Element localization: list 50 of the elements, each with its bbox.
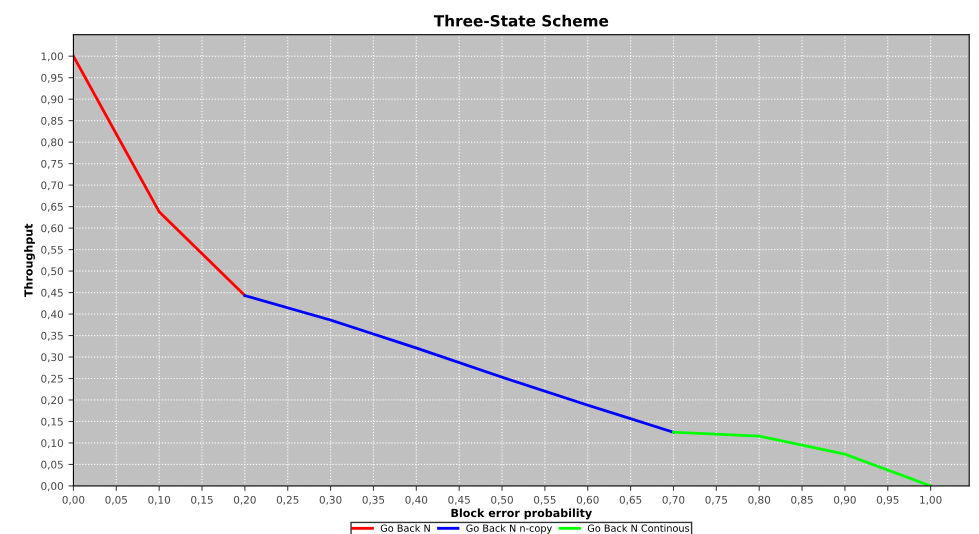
y-tick-label: 0,20 xyxy=(41,396,64,406)
x-tick-label: 0,20 xyxy=(234,496,256,505)
line-series xyxy=(672,430,932,486)
x-tick-label: 0,50 xyxy=(491,496,513,505)
y-tick-label: 0,30 xyxy=(41,353,64,362)
chart-title: Three-State Scheme xyxy=(434,14,608,27)
line-series xyxy=(243,294,675,434)
y-tick-label: 0,10 xyxy=(41,439,64,448)
x-tick-label: 0,10 xyxy=(148,496,170,505)
y-tick-label: 0,25 xyxy=(41,374,63,384)
y-axis-title: Throughput xyxy=(24,224,35,298)
x-tick-label: 0,35 xyxy=(362,496,384,505)
x-tick-label: 0,15 xyxy=(191,496,213,505)
y-tick-label: 0,75 xyxy=(41,160,63,169)
x-tick-label: 0,80 xyxy=(748,496,770,505)
x-tick-label: 0,05 xyxy=(105,496,127,505)
x-tick-label: 1,00 xyxy=(920,496,942,505)
y-tick-label: 0,35 xyxy=(41,332,63,341)
y-tick-label: 0,70 xyxy=(41,181,64,190)
x-tick-label: 0,65 xyxy=(620,496,642,505)
x-tick-label: 0,90 xyxy=(834,496,856,505)
x-tick-label: 0,85 xyxy=(791,496,813,505)
y-tick-label: 0,65 xyxy=(41,202,63,212)
x-tick-label: 0,45 xyxy=(448,496,470,505)
x-tick-label: 0,60 xyxy=(576,496,599,505)
x-tick-label: 0,75 xyxy=(705,496,728,505)
y-tick-label: 0,00 xyxy=(41,482,64,492)
y-tick-label: 0,60 xyxy=(41,224,64,234)
x-tick-label: 0,25 xyxy=(276,496,298,505)
x-tick-label: 0,40 xyxy=(405,496,428,505)
y-tick-label: 0,40 xyxy=(41,310,64,320)
y-tick-label: 0,85 xyxy=(41,116,63,126)
y-tick-label: 0,80 xyxy=(41,138,64,148)
legend-label: Go Back N Continous xyxy=(588,524,690,532)
x-tick-label: 0,70 xyxy=(662,496,684,505)
legend-label: Go Back N xyxy=(380,524,430,532)
legend-label: Go Back N n-copy xyxy=(466,524,552,534)
y-tick-label: 0,15 xyxy=(41,418,63,427)
x-tick-label: 0,95 xyxy=(876,496,898,505)
y-tick-label: 0,45 xyxy=(41,288,63,298)
y-tick-label: 0,95 xyxy=(41,74,63,83)
y-tick-label: 0,90 xyxy=(41,95,64,104)
y-tick-label: 0,50 xyxy=(41,267,64,276)
y-tick-label: 0,05 xyxy=(41,460,63,470)
x-tick-label: 0,00 xyxy=(62,496,84,505)
y-tick-label: 0,55 xyxy=(41,246,63,255)
x-axis-title: Block error probability xyxy=(451,508,592,520)
y-tick-label: 1,00 xyxy=(42,52,64,62)
x-tick-label: 0,55 xyxy=(534,496,556,505)
x-tick-label: 0,30 xyxy=(320,496,342,505)
